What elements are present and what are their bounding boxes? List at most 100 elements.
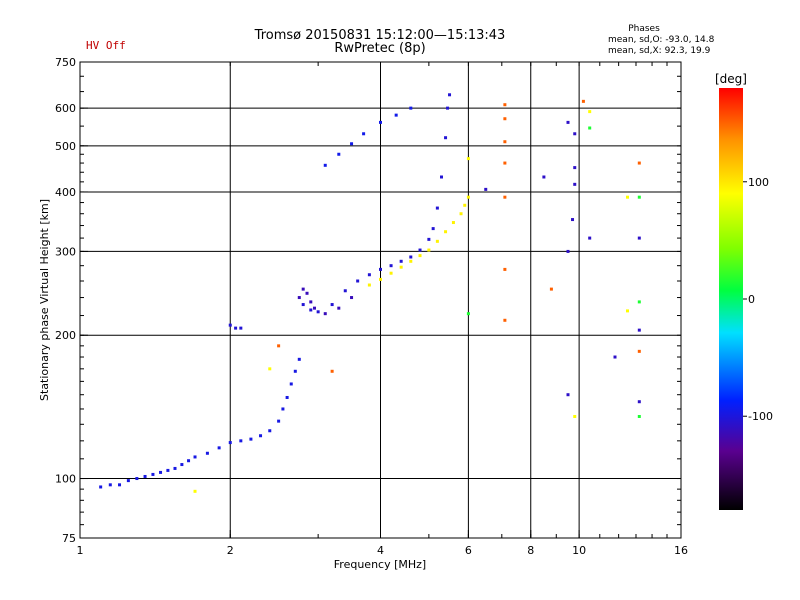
y-tick-label: 400 bbox=[55, 186, 76, 199]
echo-point bbox=[330, 369, 334, 373]
echo-point bbox=[440, 175, 444, 179]
echo-point bbox=[285, 395, 289, 399]
echo-point bbox=[448, 93, 452, 97]
echo-point bbox=[637, 236, 641, 240]
echo-point bbox=[239, 439, 243, 443]
echo-point bbox=[446, 106, 450, 110]
echo-point bbox=[173, 466, 177, 470]
echo-point bbox=[379, 120, 382, 124]
y-tick-label: 750 bbox=[55, 56, 76, 69]
echo-point bbox=[431, 227, 435, 231]
y-tick-label: 75 bbox=[62, 532, 76, 545]
echo-point bbox=[193, 489, 197, 493]
echo-point bbox=[394, 113, 398, 117]
phases-title: Phases bbox=[628, 24, 660, 34]
phases-x-stats: mean, sd,X: 92.3, 19.9 bbox=[608, 46, 711, 56]
echo-point bbox=[427, 248, 431, 252]
echo-point bbox=[389, 271, 393, 275]
echo-point bbox=[337, 152, 341, 156]
echo-point bbox=[463, 203, 467, 207]
echo-point bbox=[301, 287, 305, 291]
colorbar-tick-label: -100 bbox=[748, 410, 773, 423]
echo-point bbox=[301, 303, 305, 307]
echo-point bbox=[399, 265, 403, 269]
echo-point bbox=[205, 451, 209, 455]
echo-point bbox=[637, 414, 641, 418]
echo-point bbox=[379, 267, 382, 271]
echo-point bbox=[268, 367, 272, 371]
echo-point bbox=[588, 110, 592, 114]
y-axis-label: Stationary phase Virtual Height [km] bbox=[38, 199, 51, 401]
plot-grid bbox=[80, 62, 681, 538]
echo-point bbox=[409, 259, 413, 263]
echo-point bbox=[566, 120, 570, 124]
echo-point bbox=[613, 355, 617, 359]
echo-point bbox=[343, 289, 347, 293]
colorbar-tick-label: 100 bbox=[748, 176, 769, 189]
echo-point bbox=[159, 470, 163, 474]
echo-point bbox=[637, 195, 641, 199]
echo-point bbox=[297, 296, 301, 300]
echo-point bbox=[503, 140, 507, 144]
x-axis-label: Frequency [MHz] bbox=[334, 558, 426, 571]
x-tick-label: 6 bbox=[465, 544, 472, 557]
y-tick-label: 500 bbox=[55, 140, 76, 153]
echo-point bbox=[588, 126, 592, 130]
echo-point bbox=[277, 419, 281, 423]
echo-point bbox=[409, 255, 413, 259]
echo-point bbox=[367, 273, 371, 277]
echo-point bbox=[297, 357, 301, 361]
echo-point bbox=[108, 483, 112, 487]
echo-point bbox=[466, 157, 470, 161]
x-tick-label: 10 bbox=[572, 544, 586, 557]
echo-point bbox=[259, 434, 263, 438]
echo-point bbox=[323, 312, 327, 316]
echo-point bbox=[379, 277, 382, 281]
echo-point bbox=[356, 279, 360, 283]
echo-point bbox=[571, 218, 575, 222]
echo-point bbox=[573, 414, 577, 418]
echo-point bbox=[435, 206, 439, 210]
colorbar-label: [deg] bbox=[715, 72, 747, 86]
y-tick-label: 600 bbox=[55, 102, 76, 115]
echo-point bbox=[588, 236, 592, 240]
echo-point bbox=[309, 300, 313, 304]
echo-point bbox=[337, 306, 341, 310]
echo-point bbox=[435, 239, 439, 243]
echo-point bbox=[305, 291, 309, 295]
echo-point bbox=[277, 344, 281, 348]
echo-point bbox=[637, 328, 641, 332]
echo-point bbox=[503, 103, 507, 107]
echo-point bbox=[193, 455, 197, 459]
echo-point bbox=[323, 163, 327, 167]
echo-point bbox=[466, 312, 470, 316]
echo-point bbox=[427, 237, 431, 241]
echo-point bbox=[542, 175, 546, 179]
echo-point bbox=[228, 441, 232, 445]
echo-point bbox=[350, 296, 354, 300]
x-tick-label: 8 bbox=[527, 544, 534, 557]
echo-point bbox=[409, 106, 413, 110]
colorbar-ticks: 100 0 -100 bbox=[743, 176, 773, 423]
y-axis-ticks: 75 100 200 300 400 500 600 750 bbox=[55, 56, 681, 545]
echo-point bbox=[293, 369, 297, 373]
echo-point bbox=[625, 309, 629, 313]
echo-point bbox=[625, 195, 629, 199]
echo-point bbox=[444, 230, 448, 234]
echo-point bbox=[118, 483, 122, 487]
echo-point bbox=[451, 221, 455, 225]
x-axis-ticks: 1 2 4 6 8 10 16 bbox=[77, 62, 688, 557]
echo-point bbox=[217, 446, 221, 450]
echo-point bbox=[362, 132, 366, 136]
echo-point bbox=[637, 300, 641, 304]
echo-point bbox=[566, 249, 570, 253]
echo-point bbox=[503, 318, 507, 322]
echo-point bbox=[281, 407, 285, 411]
echo-point bbox=[249, 437, 253, 441]
echo-point bbox=[573, 166, 577, 170]
echo-point bbox=[187, 459, 191, 463]
echo-point bbox=[503, 195, 507, 199]
hv-status: HV Off bbox=[86, 39, 126, 52]
chart-subtitle: RwPretec (8p) bbox=[334, 41, 425, 56]
